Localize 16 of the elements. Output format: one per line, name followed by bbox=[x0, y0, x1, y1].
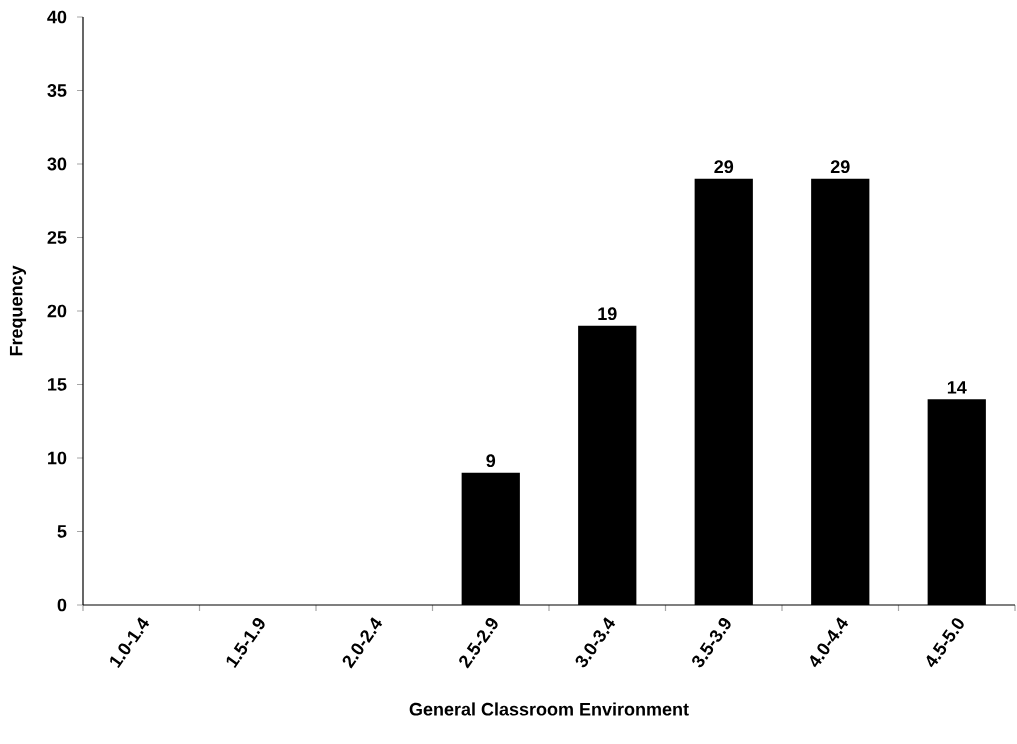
y-tick-label: 10 bbox=[48, 451, 67, 465]
x-axis-title: General Classroom Environment bbox=[409, 702, 689, 716]
y-tick-label: 15 bbox=[48, 378, 67, 391]
y-tick-label: 40 bbox=[47, 10, 67, 24]
y-tick-label: 0 bbox=[57, 598, 67, 612]
y-tick-label: 5 bbox=[57, 525, 67, 538]
y-axis-title: Frequency bbox=[9, 265, 27, 356]
data-label: 29 bbox=[714, 160, 734, 174]
data-label: 9 bbox=[486, 454, 496, 468]
y-tick-label: 20 bbox=[47, 304, 67, 318]
data-label: 14 bbox=[947, 381, 967, 394]
data-label: 19 bbox=[598, 307, 617, 321]
y-tick-label: 25 bbox=[47, 231, 67, 244]
y-tick-label: 30 bbox=[47, 157, 67, 171]
data-label: 29 bbox=[830, 160, 850, 174]
y-tick-label: 35 bbox=[47, 84, 67, 97]
